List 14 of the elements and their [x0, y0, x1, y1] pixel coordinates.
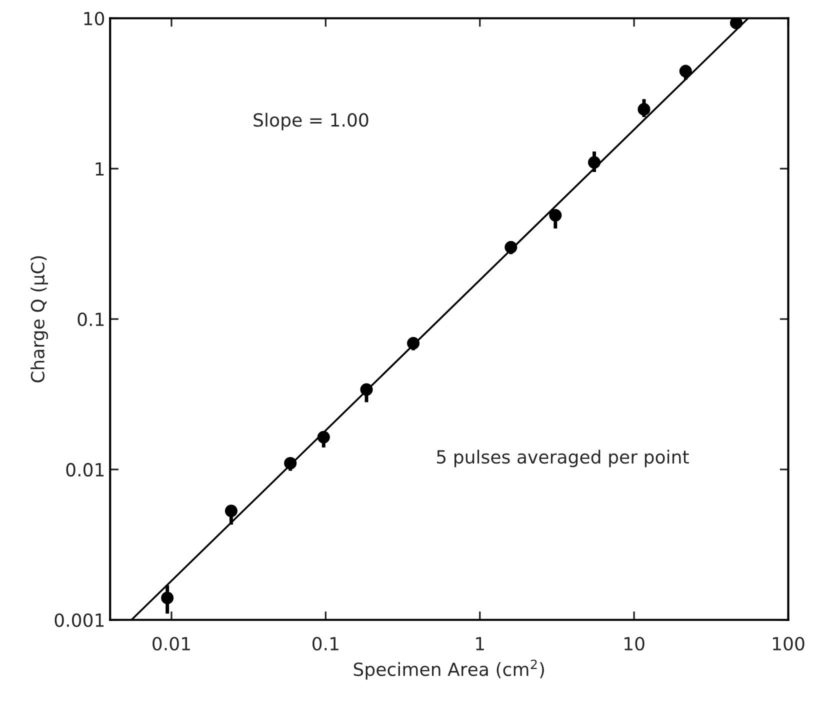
annotation: Slope = 1.00: [254, 112, 368, 130]
x-tick-label: 0.1: [312, 636, 338, 651]
y-tick-label: 0.1: [78, 312, 104, 326]
y-tick-label: 10: [84, 12, 104, 26]
x-tick-label: 1: [476, 637, 484, 650]
x-tick-label: 10: [624, 636, 644, 651]
annotation: 5 pulses averaged per point: [437, 450, 689, 468]
x-tick-label: 100: [773, 636, 804, 651]
y-tick-label: 0.001: [54, 613, 104, 627]
y-tick-label: 1: [96, 162, 104, 176]
y-tick-label: 0.01: [66, 462, 104, 477]
x-axis-title: Specimen Area (cm$^{2}$): [354, 660, 544, 680]
x-tick-label: 0.01: [152, 636, 190, 651]
y-axis-title: Charge Q (μC): [30, 256, 48, 382]
